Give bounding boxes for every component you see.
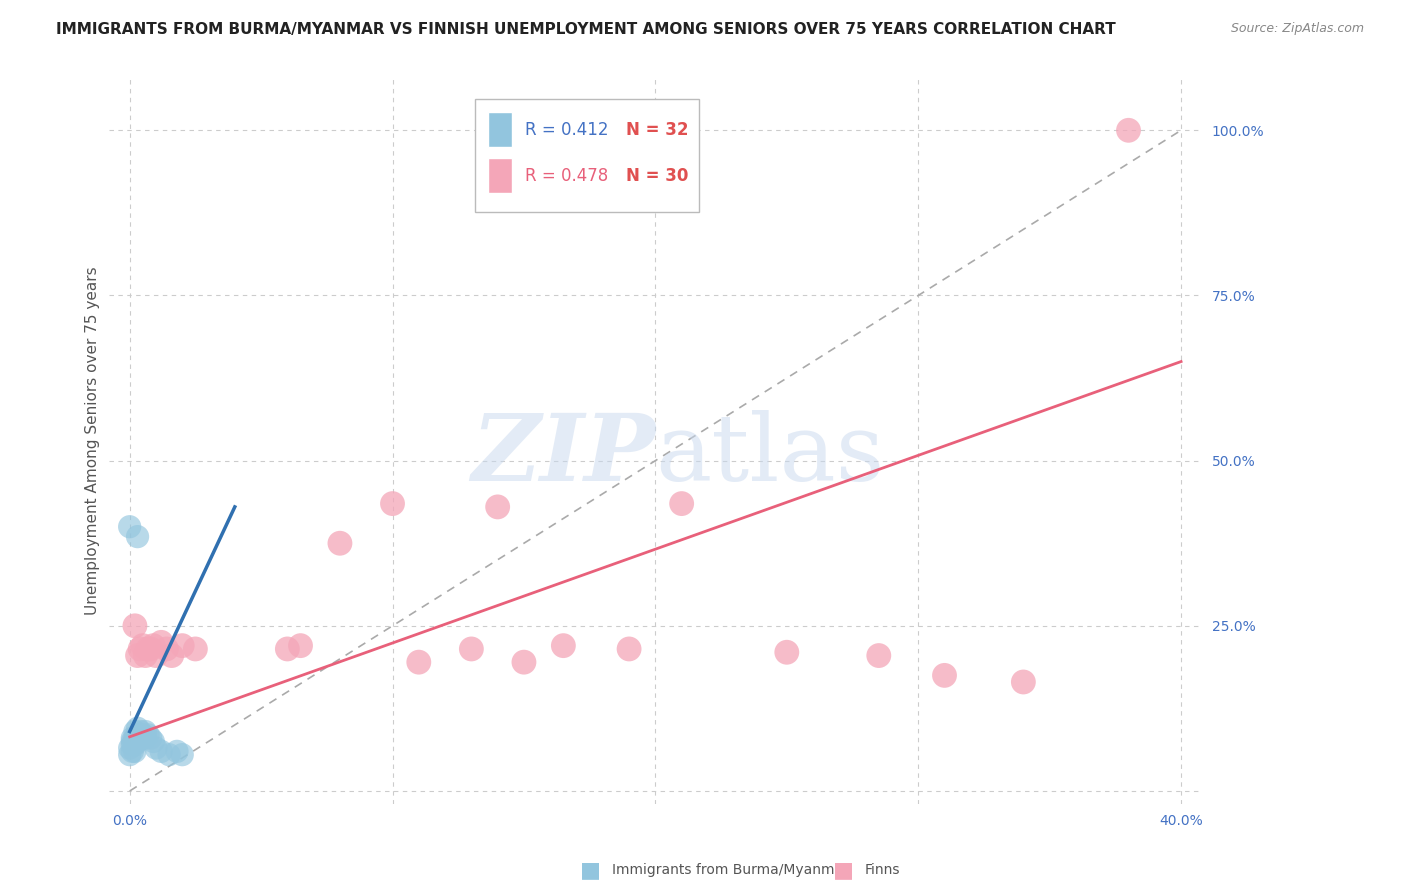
Point bbox=[290, 639, 312, 653]
Point bbox=[868, 648, 890, 663]
Y-axis label: Unemployment Among Seniors over 75 years: Unemployment Among Seniors over 75 years bbox=[86, 267, 100, 615]
Point bbox=[157, 747, 180, 762]
Point bbox=[329, 536, 352, 550]
Point bbox=[132, 728, 155, 742]
Point bbox=[460, 642, 482, 657]
Point bbox=[127, 530, 149, 544]
Text: ZIP: ZIP bbox=[655, 454, 658, 455]
Point bbox=[127, 721, 149, 735]
Point bbox=[124, 734, 146, 748]
Point bbox=[160, 648, 183, 663]
Point bbox=[142, 639, 165, 653]
Point bbox=[129, 642, 152, 657]
Text: R = 0.478: R = 0.478 bbox=[526, 167, 609, 185]
FancyBboxPatch shape bbox=[488, 112, 512, 147]
Point bbox=[1012, 675, 1035, 690]
Text: ■: ■ bbox=[581, 860, 600, 880]
FancyBboxPatch shape bbox=[488, 158, 512, 193]
Point bbox=[408, 655, 430, 669]
Point bbox=[172, 639, 194, 653]
Point bbox=[124, 731, 146, 746]
Point bbox=[124, 724, 146, 739]
Point bbox=[150, 744, 173, 758]
Point bbox=[118, 747, 141, 762]
Point bbox=[124, 619, 146, 633]
Text: atlas: atlas bbox=[655, 410, 884, 500]
Point bbox=[124, 738, 146, 752]
Point bbox=[121, 734, 143, 748]
Point bbox=[127, 648, 149, 663]
Point bbox=[184, 642, 207, 657]
Point bbox=[118, 741, 141, 756]
Text: Immigrants from Burma/Myanmar: Immigrants from Burma/Myanmar bbox=[612, 863, 848, 877]
FancyBboxPatch shape bbox=[475, 99, 699, 212]
Point bbox=[142, 734, 165, 748]
Point bbox=[145, 741, 167, 756]
Point bbox=[934, 668, 956, 682]
Point bbox=[1118, 123, 1140, 137]
Text: IMMIGRANTS FROM BURMA/MYANMAR VS FINNISH UNEMPLOYMENT AMONG SENIORS OVER 75 YEAR: IMMIGRANTS FROM BURMA/MYANMAR VS FINNISH… bbox=[56, 22, 1116, 37]
Point bbox=[139, 731, 162, 746]
Point bbox=[671, 497, 693, 511]
Point bbox=[553, 639, 575, 653]
Text: N = 30: N = 30 bbox=[626, 167, 688, 185]
Point bbox=[121, 744, 143, 758]
Text: Finns: Finns bbox=[865, 863, 900, 877]
Point bbox=[145, 648, 167, 663]
Point bbox=[124, 744, 146, 758]
Point bbox=[776, 645, 799, 659]
Point bbox=[513, 655, 536, 669]
Text: R = 0.412: R = 0.412 bbox=[526, 120, 609, 139]
Point bbox=[276, 642, 298, 657]
Point bbox=[166, 744, 188, 758]
Point bbox=[136, 728, 159, 742]
Point bbox=[134, 731, 156, 746]
Point bbox=[127, 728, 149, 742]
Text: Source: ZipAtlas.com: Source: ZipAtlas.com bbox=[1230, 22, 1364, 36]
Point bbox=[486, 500, 509, 514]
Point bbox=[118, 519, 141, 533]
Point bbox=[129, 724, 152, 739]
Point bbox=[172, 747, 194, 762]
Text: ■: ■ bbox=[834, 860, 853, 880]
Point bbox=[121, 731, 143, 746]
Point bbox=[127, 731, 149, 746]
Point bbox=[129, 728, 152, 742]
Point bbox=[617, 642, 640, 657]
Point bbox=[134, 648, 156, 663]
Point bbox=[155, 642, 177, 657]
Point bbox=[127, 734, 149, 748]
Point bbox=[134, 724, 156, 739]
Point bbox=[136, 642, 159, 657]
Text: N = 32: N = 32 bbox=[626, 120, 689, 139]
Point bbox=[150, 635, 173, 649]
Text: ZIP: ZIP bbox=[471, 410, 655, 500]
Point bbox=[132, 731, 155, 746]
Point bbox=[132, 639, 155, 653]
Point bbox=[139, 642, 162, 657]
Point bbox=[381, 497, 404, 511]
Point bbox=[129, 731, 152, 746]
Point bbox=[121, 738, 143, 752]
